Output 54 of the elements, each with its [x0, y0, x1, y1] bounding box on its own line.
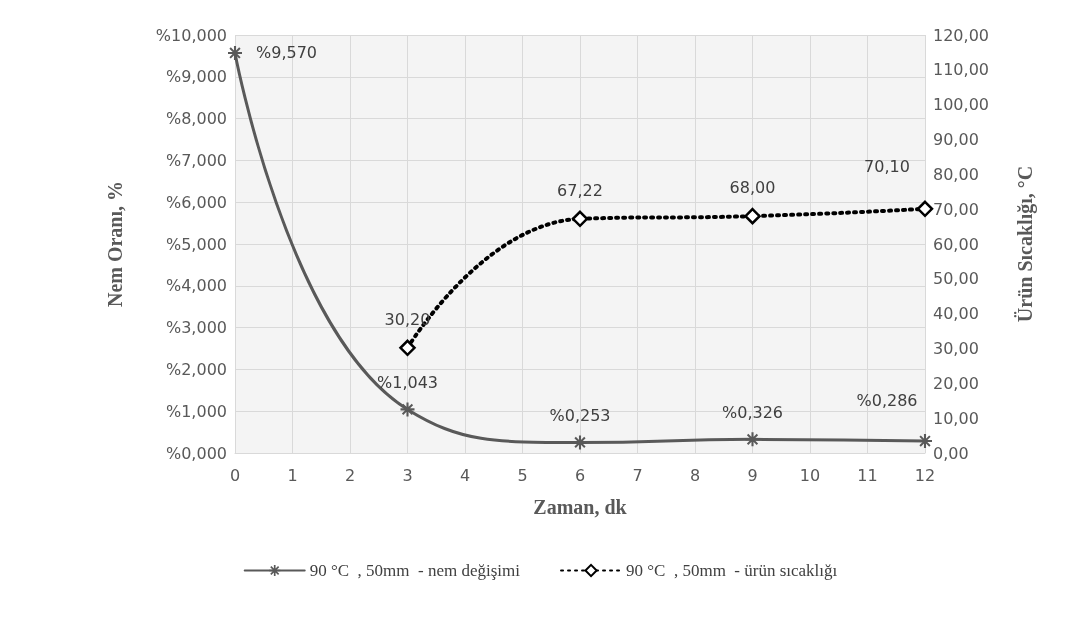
x-tick-label: 4	[459, 465, 471, 485]
y2-tick-label: 50,00	[933, 269, 979, 289]
legend-label: 90 °C , 50mm - nem değişimi	[309, 561, 521, 580]
y2-tick-label: 80,00	[933, 164, 979, 184]
point	[744, 207, 761, 225]
x-tick-label: 8	[689, 465, 701, 485]
data-label: 68,00	[729, 178, 776, 198]
y-tick-label: %7,000	[165, 150, 227, 170]
y-tick-label: %6,000	[165, 192, 227, 212]
x-tick-label: 7	[632, 465, 643, 485]
x-axis-title: Zaman, dk	[533, 496, 628, 518]
data-label: %0,286	[856, 390, 918, 410]
y2-tick-label: 110,00	[933, 60, 989, 80]
x-tick-label: 3	[402, 465, 413, 485]
y2-tick-label: 20,00	[933, 373, 979, 393]
y2-tick-label: 10,00	[933, 408, 979, 428]
y-tick-label: %8,000	[165, 109, 227, 129]
x-tick-label: 0	[229, 465, 241, 485]
y2-tick-label: 30,00	[933, 339, 979, 358]
y2-tick-label: 100,00	[933, 95, 989, 115]
point	[399, 339, 416, 357]
y2-tick-label: 40,00	[933, 304, 979, 324]
y-tick-label: %2,000	[165, 359, 227, 379]
x-tick-label: 6	[574, 465, 586, 485]
y-tick-label: %9,000	[165, 67, 227, 87]
x-tick-label: 11	[857, 465, 878, 485]
y-tick-label: %3,000	[165, 318, 227, 338]
data-label: %0,253	[549, 405, 611, 425]
x-tick-label: 1	[287, 465, 298, 485]
y2-tick-label: 60,00	[933, 234, 979, 254]
y2-axis-title: Ürün Sıcaklığı, °C	[1014, 165, 1037, 323]
y-tick-label: %5,000	[165, 234, 227, 254]
data-label: %0,326	[721, 402, 784, 422]
point	[571, 210, 589, 228]
y2-tick-label: 90,00	[933, 130, 979, 149]
x-tick-label: 5	[517, 465, 528, 485]
data-label: %9,570	[256, 43, 318, 63]
y-tick-label: %0,000	[165, 443, 227, 463]
data-label: 70,10	[864, 157, 910, 177]
point	[916, 200, 934, 218]
y2-tick-label: 70,00	[933, 199, 979, 219]
y2-tick-label: 120,00	[933, 25, 989, 45]
y-tick-label: %10,000	[155, 25, 227, 45]
x-tick-label: 2	[344, 465, 356, 485]
x-tick-label: 9	[747, 465, 758, 485]
data-label: %1,043	[376, 372, 439, 392]
y-tick-label: %1,000	[165, 401, 227, 421]
legend-label: 90 °C , 50mm - ürün sıcaklığı	[626, 561, 838, 580]
x-tick-label: 10	[799, 465, 821, 485]
data-label: 67,22	[557, 181, 603, 201]
y-axis-title: Nem Oranı, %	[104, 180, 126, 308]
y-tick-label: %4,000	[165, 276, 227, 296]
y2-tick-label: 0,00	[933, 443, 969, 463]
x-tick-label: 12	[914, 465, 936, 485]
